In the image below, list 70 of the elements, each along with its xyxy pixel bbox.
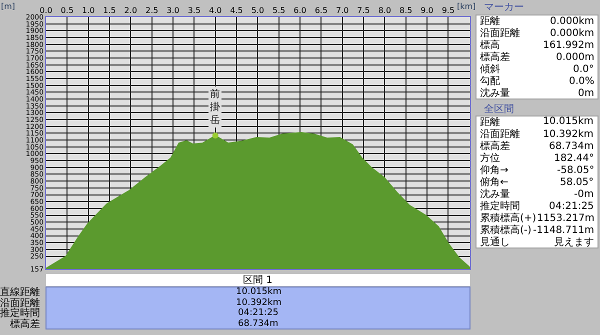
x-tick-label: 0.5 — [60, 6, 74, 15]
text: -0m — [574, 189, 594, 200]
x-tick-label: 2.5 — [145, 6, 158, 15]
text: 直線距離 — [0, 286, 40, 298]
x-tick-label: 2.0 — [124, 6, 138, 15]
text: 0m — [578, 88, 594, 99]
text: 方位 — [480, 152, 500, 164]
text: 182.44° — [554, 153, 594, 164]
text: 推定時間 — [0, 307, 40, 319]
x-tick-label: 8.5 — [399, 6, 412, 15]
text: 仰角→ — [480, 164, 508, 176]
text: -58.05° — [557, 165, 594, 176]
x-tick-label: 6.5 — [314, 6, 328, 15]
text: 沈み量 — [480, 87, 510, 99]
text: 累積標高(-) — [480, 224, 532, 236]
x-tick-label: 9.0 — [420, 6, 434, 15]
text: 標高差 — [480, 51, 510, 63]
text: 俯角← — [480, 176, 508, 188]
x-tick-label: 9.5 — [442, 6, 455, 15]
text: 見通し — [480, 236, 510, 248]
text: 距離 — [480, 15, 500, 27]
text: マーカー — [484, 2, 524, 13]
text: 0.0° — [573, 64, 594, 75]
text: 10.015km — [236, 287, 282, 297]
text: 沿面距離 — [480, 128, 520, 140]
text: 沿面距離 — [0, 297, 40, 309]
text: 68.734m — [238, 319, 278, 329]
text: 距離 — [480, 116, 500, 128]
text: 標高差 — [480, 140, 510, 152]
text: 0.000km — [550, 28, 594, 39]
x-tick-label: 8.0 — [378, 6, 392, 15]
text: 10.392km — [236, 298, 282, 308]
x-tick-label: 7.5 — [357, 6, 370, 15]
x-tick-label: 1.0 — [82, 6, 95, 15]
annotation: 前掛岳 — [210, 88, 220, 126]
x-tick-label: 5.5 — [272, 6, 286, 15]
text: 標高差 — [10, 318, 40, 330]
x-tick-label: 7.0 — [336, 6, 349, 15]
text: 標高 — [480, 39, 500, 51]
x-tick-label: 3.0 — [166, 6, 180, 15]
x-axis-title: [km] — [457, 2, 476, 11]
text: 累積標高(+) — [480, 212, 536, 224]
text: 0.000km — [550, 16, 594, 27]
text: 0.000m — [556, 52, 594, 63]
text: 傾斜 — [480, 63, 500, 75]
text: 0.0% — [569, 76, 594, 87]
text: 沿面距離 — [480, 27, 520, 39]
x-tick-label: 3.5 — [188, 6, 201, 15]
text: 全区間 — [484, 103, 514, 115]
x-tick-label: 4.5 — [230, 6, 243, 15]
x-tick-label: 6.0 — [294, 6, 306, 15]
text: 勾配 — [480, 75, 500, 87]
text: 161.992m — [543, 40, 594, 51]
x-tick-label: 5.0 — [251, 6, 264, 15]
text: 68.734m — [549, 141, 594, 152]
text: 58.05° — [560, 177, 594, 188]
y-axis-title: [m] — [1, 2, 16, 11]
text: -1148.711m — [533, 225, 594, 236]
text: 10.392km — [543, 129, 594, 140]
x-tick-label: 4.0 — [208, 6, 222, 15]
text: 沈み量 — [480, 188, 510, 200]
text: 04:21:25 — [238, 308, 278, 318]
text: 1153.217m — [537, 213, 594, 224]
text: 10.015km — [543, 116, 594, 127]
text: 04:21:25 — [549, 201, 594, 212]
text: 見えます — [554, 237, 594, 248]
x-tick-label: 0.0 — [40, 6, 52, 15]
x-tick-label: 1.5 — [103, 6, 116, 15]
text: 推定時間 — [480, 200, 520, 212]
text: 区間 1 — [243, 275, 273, 286]
